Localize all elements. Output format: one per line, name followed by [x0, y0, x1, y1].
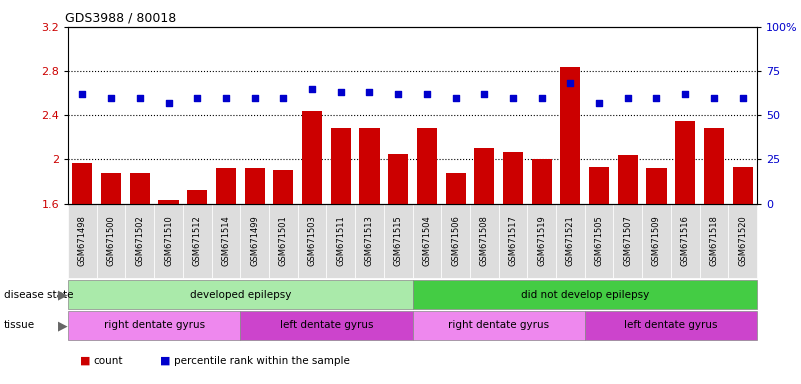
Text: GSM671517: GSM671517	[509, 215, 517, 266]
Bar	[733, 167, 753, 380]
Point	[105, 94, 118, 101]
Point	[392, 91, 405, 97]
Text: ▶: ▶	[58, 319, 67, 332]
Text: count: count	[94, 356, 123, 366]
Text: GSM671508: GSM671508	[480, 215, 489, 266]
Bar	[561, 67, 581, 380]
Text: GSM671504: GSM671504	[422, 215, 432, 266]
Text: did not develop epilepsy: did not develop epilepsy	[521, 290, 649, 300]
Point	[736, 94, 749, 101]
Point	[449, 94, 462, 101]
Point	[421, 91, 433, 97]
Bar	[331, 129, 351, 380]
Bar	[646, 168, 666, 380]
Point	[134, 94, 147, 101]
Text: GSM671511: GSM671511	[336, 215, 345, 266]
Text: GSM671516: GSM671516	[681, 215, 690, 266]
Text: GSM671507: GSM671507	[623, 215, 632, 266]
Bar	[130, 173, 150, 380]
Bar	[532, 159, 552, 380]
Bar	[474, 148, 494, 380]
Bar	[216, 168, 236, 380]
Bar	[503, 152, 523, 380]
Bar	[589, 167, 609, 380]
Point	[622, 94, 634, 101]
Text: GSM671501: GSM671501	[279, 215, 288, 266]
Text: right dentate gyrus: right dentate gyrus	[103, 320, 205, 331]
Point	[678, 91, 691, 97]
Text: GSM671509: GSM671509	[652, 215, 661, 266]
Point	[191, 94, 203, 101]
Text: GSM671518: GSM671518	[710, 215, 718, 266]
Text: ▶: ▶	[58, 288, 67, 301]
Text: GSM671499: GSM671499	[250, 215, 260, 266]
Point	[593, 100, 606, 106]
Text: disease state: disease state	[4, 290, 74, 300]
Bar	[360, 129, 380, 380]
Bar	[72, 163, 92, 380]
Text: GSM671514: GSM671514	[221, 215, 231, 266]
Text: ■: ■	[80, 356, 91, 366]
Text: GSM671503: GSM671503	[308, 215, 316, 266]
Bar	[101, 173, 121, 380]
Point	[334, 89, 347, 95]
Text: GSM671506: GSM671506	[451, 215, 460, 266]
Bar	[388, 154, 409, 380]
Bar	[244, 168, 264, 380]
Bar	[187, 190, 207, 380]
Text: GSM671519: GSM671519	[537, 215, 546, 266]
Text: GSM671500: GSM671500	[107, 215, 115, 266]
Text: developed epilepsy: developed epilepsy	[190, 290, 291, 300]
Text: GSM671520: GSM671520	[738, 215, 747, 266]
Bar	[445, 173, 465, 380]
Point	[535, 94, 548, 101]
Point	[306, 86, 319, 92]
Point	[363, 89, 376, 95]
Text: tissue: tissue	[4, 320, 35, 331]
Bar	[618, 155, 638, 380]
Point	[162, 100, 175, 106]
Point	[506, 94, 519, 101]
Bar	[704, 129, 724, 380]
Point	[564, 80, 577, 86]
Point	[277, 94, 290, 101]
Point	[650, 94, 663, 101]
Text: left dentate gyrus: left dentate gyrus	[280, 320, 373, 331]
Point	[76, 91, 89, 97]
Bar	[417, 129, 437, 380]
Text: GSM671502: GSM671502	[135, 215, 144, 266]
Text: GSM671505: GSM671505	[594, 215, 604, 266]
Text: GSM671515: GSM671515	[393, 215, 403, 266]
Point	[248, 94, 261, 101]
Bar	[273, 170, 293, 380]
Text: GSM671498: GSM671498	[78, 215, 87, 266]
Text: right dentate gyrus: right dentate gyrus	[448, 320, 549, 331]
Text: GSM671510: GSM671510	[164, 215, 173, 266]
Text: GSM671512: GSM671512	[193, 215, 202, 266]
Bar	[675, 121, 695, 380]
Point	[478, 91, 491, 97]
Text: ■: ■	[160, 356, 171, 366]
Text: percentile rank within the sample: percentile rank within the sample	[174, 356, 350, 366]
Bar	[302, 111, 322, 380]
Text: GDS3988 / 80018: GDS3988 / 80018	[65, 11, 176, 24]
Text: left dentate gyrus: left dentate gyrus	[624, 320, 718, 331]
Point	[219, 94, 232, 101]
Bar	[159, 200, 179, 380]
Text: GSM671513: GSM671513	[365, 215, 374, 266]
Text: GSM671521: GSM671521	[566, 215, 575, 266]
Point	[707, 94, 720, 101]
